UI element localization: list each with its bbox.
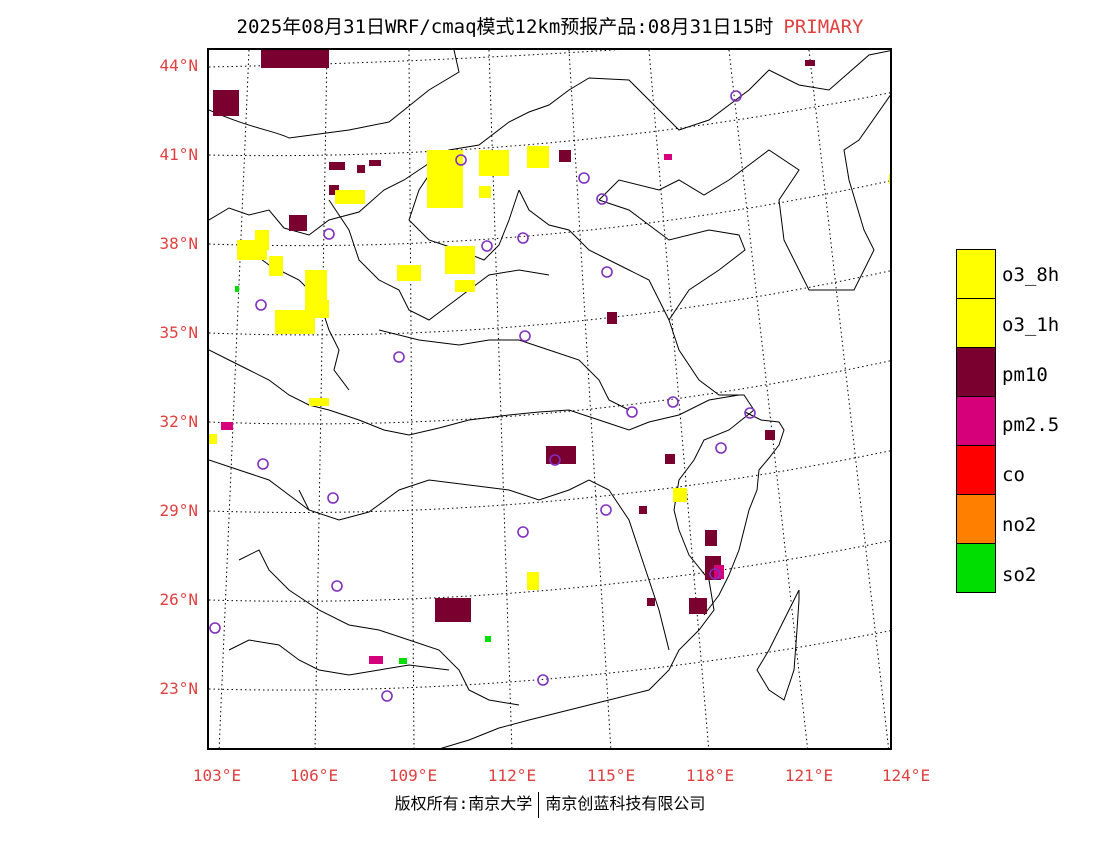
map-panel[interactable]	[207, 48, 892, 750]
legend-swatch-no2	[956, 494, 996, 544]
legend-label-co: co	[1002, 464, 1025, 486]
lon-label-106: 106°E	[289, 766, 339, 785]
lon-label-118: 118°E	[685, 766, 735, 785]
o3-cells	[209, 146, 890, 590]
lat-label-41: 41°N	[159, 145, 198, 164]
so2-cells	[235, 286, 491, 664]
lat-label-32: 32°N	[159, 412, 198, 431]
lat-label-26: 26°N	[159, 590, 198, 609]
primary-tag: PRIMARY	[783, 16, 864, 38]
lat-label-29: 29°N	[159, 501, 198, 520]
legend-label-o3-1h: o3_1h	[1002, 314, 1060, 336]
lon-label-109: 109°E	[388, 766, 438, 785]
map-title-text: 2025年08月31日WRF/cmaq模式12km预报产品:08月31日15时	[236, 16, 774, 38]
footer-separator	[538, 791, 540, 818]
lon-label-121: 121°E	[784, 766, 834, 785]
lat-label-35: 35°N	[159, 323, 198, 342]
legend-label-so2: so2	[1002, 564, 1037, 586]
legend-label-pm10: pm10	[1002, 364, 1048, 386]
pollutant-cells	[209, 50, 890, 664]
legend-swatch-o3-8h	[956, 249, 996, 299]
lat-label-38: 38°N	[159, 234, 198, 253]
province-borders	[209, 50, 890, 748]
lon-label-103: 103°E	[192, 766, 242, 785]
legend-swatch-o3-1h	[956, 298, 996, 348]
lon-label-124: 124°E	[881, 766, 931, 785]
legend-label-o3-8h: o3_8h	[1002, 264, 1060, 286]
lat-label-44: 44°N	[159, 56, 198, 75]
copyright-company: 南京创蓝科技有限公司	[545, 794, 706, 813]
legend-label-pm25: pm2.5	[1002, 414, 1060, 436]
lon-label-115: 115°E	[586, 766, 636, 785]
legend-label-no2: no2	[1002, 514, 1037, 536]
legend-swatch-so2	[956, 543, 996, 593]
legend-swatch-pm10	[956, 347, 996, 397]
latitude-gridlines	[209, 50, 890, 691]
legend	[956, 249, 996, 593]
map-canvas	[209, 50, 890, 748]
lat-label-23: 23°N	[159, 679, 198, 698]
legend-swatch-co	[956, 445, 996, 495]
map-title: 2025年08月31日WRF/cmaq模式12km预报产品:08月31日15时 P…	[0, 12, 1100, 39]
copyright-footer: 版权所有:南京大学 南京创蓝科技有限公司	[0, 790, 1100, 818]
copyright-owner: 版权所有:南京大学	[394, 794, 533, 813]
station-markers	[209, 90, 756, 702]
legend-swatch-pm25	[956, 396, 996, 446]
lon-label-112: 112°E	[487, 766, 537, 785]
